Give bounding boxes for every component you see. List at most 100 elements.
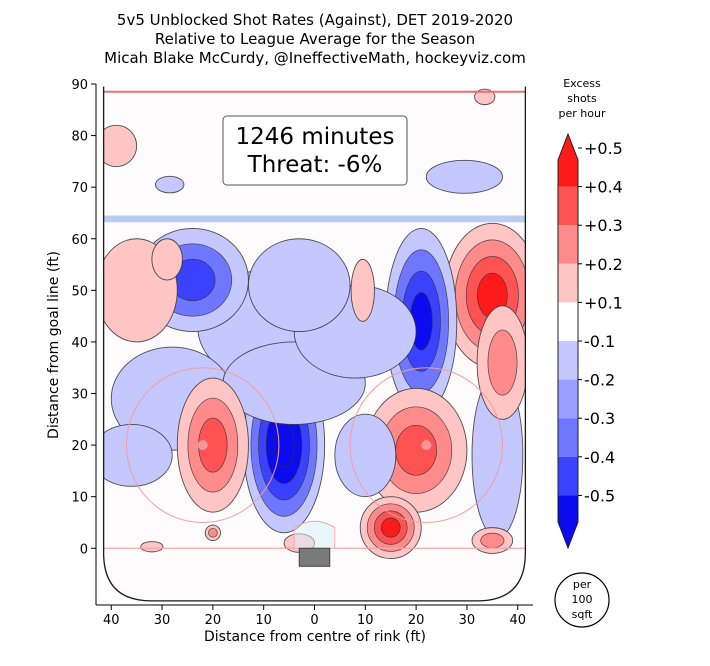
x-tick-label: 10 [357,613,374,628]
x-tick-label: 40 [103,613,120,628]
heat-contour-band [474,88,496,106]
heat-region [471,527,514,554]
colorbar-tick-label: -0.5 [584,486,615,505]
y-tick-label: 50 [71,284,88,299]
heat-contour-band [103,424,173,487]
colorbar-tick-label: +0.3 [584,216,623,235]
heat-region [247,238,351,333]
x-tick-label: 0 [310,613,318,628]
y-tick-label: 10 [71,491,88,506]
x-tick-label: 10 [255,613,272,628]
heat-region [350,258,375,322]
y-tick-label: 60 [71,233,88,248]
colorbar-title-line-1: Excess [563,77,601,90]
colorbar-tick-label: +0.4 [584,178,623,197]
y-tick-label: 90 [71,78,88,93]
x-tick-label: 20 [205,613,222,628]
colorbar-band [558,379,578,419]
colorbar-tick-label: +0.2 [584,255,623,274]
heat-contour-band [208,527,218,538]
heat-contour-band [487,329,518,396]
rink-markings [103,90,526,567]
colorbar-bands [557,132,579,550]
axes: 0 10 20 30 40 50 60 70 80 90 40 30 20 10 0 10 20 30 40 [71,78,533,628]
y-tick-label: 0 [80,542,88,557]
x-tick-label: 30 [154,613,171,628]
heat-region [334,413,397,498]
badge-circle [554,572,610,628]
faceoff-circle [349,367,504,523]
y-tick-label: 30 [71,388,88,403]
heatmap-layer [103,88,526,560]
colorbar-band [558,134,578,187]
colorbar-band [558,186,578,226]
y-tick-label: 70 [71,181,88,196]
badge-line-1: per [573,578,592,591]
per-100-sqft-badge: per 100 sqft [554,572,610,628]
heat-contour-band [140,541,164,553]
heat-region [103,424,173,487]
annotation-box [222,115,408,186]
colorbar-band [558,225,578,264]
colorbar-band [558,456,578,496]
y-tick-label: 20 [71,439,88,454]
colorbar-band [558,263,578,303]
colorbar-title-line-3: per hour [559,107,606,120]
colorbar-tick-label: +0.5 [584,139,623,158]
badge-line-3: sqft [572,608,593,621]
y-tick-label: 40 [71,336,88,351]
heat-region [155,175,185,194]
heat-contour-band [334,413,397,498]
heat-region [474,88,496,106]
heat-region [140,541,164,553]
y-tick-label: 80 [71,130,88,145]
badge-line-2: 100 [572,593,593,606]
y-axis-label: Distance from goal line (ft) [46,251,62,439]
title-line-3: Micah Blake McCurdy, @IneffectiveMath, h… [104,49,526,67]
faceoff-circle [125,367,280,523]
x-axis-label: Distance from centre of rink (ft) [204,629,426,645]
heat-region [103,124,138,167]
heat-region [359,496,422,560]
heat-contour-band [247,238,351,333]
annotation-minutes: 1246 minutes [236,124,395,150]
title-line-2: Relative to League Average for the Seaso… [155,30,475,48]
chart-title: 5v5 Unblocked Shot Rates (Against), DET … [104,11,526,67]
colorbar-band [558,341,578,380]
heat-contour-band [155,175,185,194]
x-tick-label: 40 [509,613,526,628]
heat-region [425,159,503,194]
colorbar-tick-label: -0.1 [584,332,615,351]
colorbar-title-line-2: shots [567,92,597,105]
summary-annotation: 1246 minutes Threat: -6% [222,115,408,186]
axis-labels: Distance from centre of rink (ft) Distan… [46,251,426,645]
colorbar-tick-label: +0.1 [584,293,623,312]
colorbar-tick-label: -0.4 [584,448,615,467]
colorbar-band [558,418,578,457]
colorbar-outline [557,132,579,550]
heat-contour-band [350,258,375,322]
x-tick-label: 20 [408,613,425,628]
heat-contour-band [380,517,401,538]
heat-region [364,387,468,513]
faceoff-dot [197,440,208,451]
colorbar-ticks: +0.5 +0.4 +0.3 +0.2 +0.1 -0.1 -0.2 -0.3 -0.4 -0.5 [578,139,623,505]
goal-crease [293,520,336,549]
title-line-1: 5v5 Unblocked Shot Rates (Against), DET … [117,11,513,29]
colorbar-tick-label: -0.3 [584,409,615,428]
heat-region [204,524,221,541]
heat-contour-band [273,422,295,468]
goal-net [298,547,331,567]
annotation-threat: Threat: -6% [247,152,383,178]
heat-contour-band [151,238,183,281]
plot-area: 0 10 20 30 40 50 60 70 80 90 40 30 20 10 0 10 20 30 40 [71,78,533,628]
heat-region [476,305,526,420]
colorbar-band [558,302,578,341]
heat-region [176,377,249,513]
heat-contour-band [103,124,138,167]
x-tick-label: 30 [459,613,476,628]
faceoff-dot [421,440,432,451]
blue-line [103,215,526,223]
colorbar-tick-label: -0.2 [584,371,615,390]
